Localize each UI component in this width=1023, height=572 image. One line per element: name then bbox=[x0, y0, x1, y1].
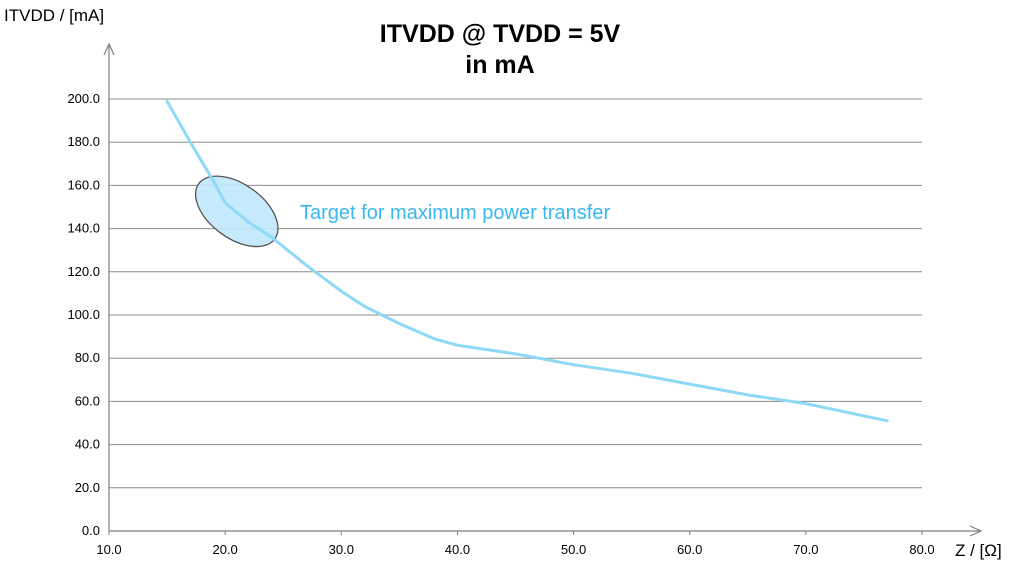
y-tick-label: 180.0 bbox=[67, 134, 100, 149]
x-tick-label: 50.0 bbox=[561, 542, 586, 557]
chart-title: ITVDD @ TVDD = 5V bbox=[380, 20, 621, 48]
y-tick-label: 200.0 bbox=[67, 91, 100, 106]
x-tick-label: 10.0 bbox=[96, 542, 121, 557]
y-tick-label: 140.0 bbox=[67, 221, 100, 236]
itvdd-series-line bbox=[165, 99, 889, 423]
x-tick-label: 60.0 bbox=[677, 542, 702, 557]
y-tick-label: 100.0 bbox=[67, 307, 100, 322]
x-tick-label: 40.0 bbox=[445, 542, 470, 557]
annotation-label: Target for maximum power transfer bbox=[300, 202, 610, 224]
x-axis-arrow bbox=[969, 525, 983, 537]
y-tick-label: 0.0 bbox=[82, 523, 100, 538]
x-tick-label: 80.0 bbox=[909, 542, 934, 557]
y-tick-label: 20.0 bbox=[75, 480, 100, 495]
y-tick-label: 120.0 bbox=[67, 264, 100, 279]
y-tick-label: 80.0 bbox=[75, 350, 100, 365]
y-tick-label: 60.0 bbox=[75, 393, 100, 408]
chart-subtitle: in mA bbox=[465, 51, 534, 79]
x-axis-label: Z / [Ω] bbox=[955, 541, 1002, 560]
y-tick-label: 40.0 bbox=[75, 437, 100, 452]
y-axis-arrow bbox=[103, 42, 115, 56]
y-axis-label: ITVDD / [mA] bbox=[4, 6, 104, 25]
x-tick-label: 30.0 bbox=[329, 542, 354, 557]
x-tick-label: 70.0 bbox=[793, 542, 818, 557]
x-tick-label: 20.0 bbox=[212, 542, 237, 557]
y-tick-label: 160.0 bbox=[67, 177, 100, 192]
